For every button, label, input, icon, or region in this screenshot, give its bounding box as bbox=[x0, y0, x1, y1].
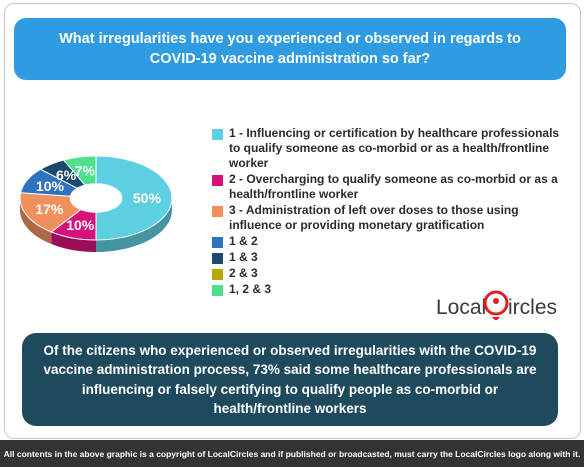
legend-label: 1 & 3 bbox=[229, 250, 258, 264]
legend-item: 1, 2 & 3 bbox=[212, 282, 562, 297]
logo-circle-mark bbox=[483, 290, 509, 320]
chart-legend: 1 - Influencing or certification by heal… bbox=[212, 126, 562, 298]
legend-item: 1 & 3 bbox=[212, 250, 562, 265]
logo-text-right: ircles bbox=[508, 296, 557, 319]
legend-label: 2 & 3 bbox=[229, 266, 258, 280]
legend-label: 2 - Overcharging to qualify someone as c… bbox=[229, 172, 558, 201]
question-banner: What irregularities have you experienced… bbox=[14, 18, 566, 80]
legend-swatch bbox=[212, 285, 223, 296]
legend-label: 1, 2 & 3 bbox=[229, 282, 272, 296]
data-label: 10% bbox=[66, 217, 95, 233]
legend-item: 1 - Influencing or certification by heal… bbox=[212, 126, 562, 171]
pie-slice bbox=[62, 155, 97, 186]
legend-item: 1 & 2 bbox=[212, 234, 562, 249]
slice-side bbox=[19, 198, 52, 244]
legend-label: 1 - Influencing or certification by heal… bbox=[229, 126, 560, 170]
finding-banner: Of the citizens who experienced or obser… bbox=[22, 333, 558, 426]
pie-slice bbox=[95, 155, 173, 241]
legend-label: 1 & 2 bbox=[229, 234, 258, 248]
copyright-footer: All contents in the above graphic is a c… bbox=[0, 440, 584, 467]
slice-side bbox=[96, 198, 172, 252]
legend-swatch bbox=[212, 129, 223, 140]
legend-label: 3 - Administration of left over doses to… bbox=[229, 203, 519, 232]
legend-item: 2 & 3 bbox=[212, 266, 562, 281]
copyright-text: All contents in the above graphic is a c… bbox=[3, 448, 581, 459]
pie-slice bbox=[19, 192, 82, 233]
question-text: What irregularities have you experienced… bbox=[59, 31, 521, 67]
logo-text-left: Local bbox=[436, 296, 486, 319]
legend-item: 3 - Administration of left over doses to… bbox=[212, 203, 562, 233]
legend-swatch bbox=[212, 237, 223, 248]
finding-text: Of the citizens who experienced or obser… bbox=[43, 342, 537, 417]
data-label: 17% bbox=[35, 201, 64, 217]
legend-swatch bbox=[212, 175, 223, 186]
legend-swatch bbox=[212, 253, 223, 264]
legend-item: 2 - Overcharging to qualify someone as c… bbox=[212, 172, 562, 202]
slice-side bbox=[51, 231, 96, 252]
data-label: 7% bbox=[75, 163, 96, 179]
data-label: 10% bbox=[36, 178, 65, 194]
data-label: 6% bbox=[56, 167, 77, 183]
legend-swatch bbox=[212, 206, 223, 217]
legend-swatch bbox=[212, 269, 223, 280]
data-label: 50% bbox=[133, 190, 162, 206]
localcircles-logo: Local ircles bbox=[436, 290, 557, 320]
